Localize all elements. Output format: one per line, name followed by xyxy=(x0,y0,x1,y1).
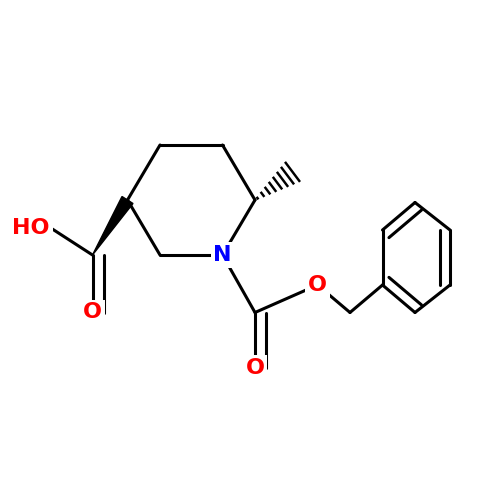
Text: O: O xyxy=(246,358,264,378)
Polygon shape xyxy=(92,196,133,255)
Text: HO: HO xyxy=(12,218,50,238)
Text: N: N xyxy=(213,245,232,265)
Text: O: O xyxy=(83,302,102,322)
Text: O: O xyxy=(308,275,327,295)
